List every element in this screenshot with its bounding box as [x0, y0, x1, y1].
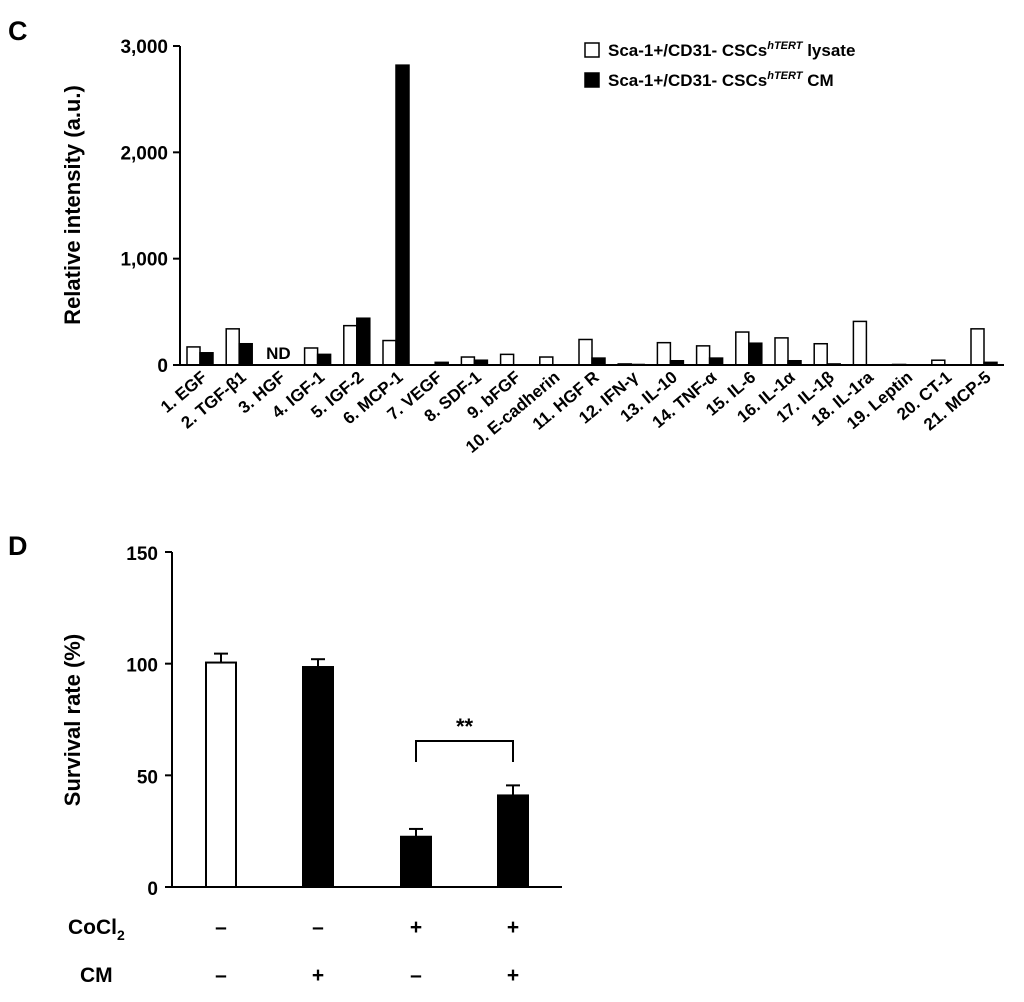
legend-label-lysate: Sca-1+/CD31- CSCshTERT lysate: [608, 40, 855, 60]
panel-d-bars: [205, 652, 529, 889]
panel-c-ytick-label: 3,000: [120, 37, 168, 58]
panel-c-bars: [186, 64, 998, 366]
bar-cm: [199, 352, 214, 366]
bar-cm: [238, 342, 253, 366]
condition-mark: +: [507, 964, 519, 987]
condition-mark: +: [312, 964, 324, 987]
panel-d-y-ticks: 150 100 50 0: [126, 544, 172, 900]
panel-c-legend: Sca-1+/CD31- CSCshTERT lysate Sca-1+/CD3…: [584, 40, 855, 90]
panel-c-ytick-label: 2,000: [120, 143, 168, 164]
bar-lysate: [343, 324, 358, 366]
survival-bar: [400, 835, 432, 888]
panel-d-ytick-label: 0: [147, 879, 158, 900]
bar-lysate: [852, 320, 868, 366]
bar-lysate: [499, 353, 515, 366]
bar-lysate: [970, 328, 985, 366]
survival-bar: [497, 794, 529, 889]
bar-lysate: [695, 345, 711, 366]
bar-cm: [748, 342, 763, 366]
bar-lysate: [656, 341, 672, 366]
panel-d: D Survival rate (%) 150 100 50 0 ** CoCl2 C…: [8, 531, 562, 987]
legend-label-cm: Sca-1+/CD31- CSCshTERT CM: [608, 70, 834, 90]
bar-lysate: [460, 356, 476, 366]
bar-lysate: [774, 337, 789, 366]
panel-d-ytick-label: 100: [126, 656, 158, 677]
panel-d-label: D: [8, 531, 28, 561]
bar-lysate: [382, 339, 397, 366]
panel-c-ytick-label: 0: [157, 356, 168, 377]
condition-label-cm: CM: [80, 964, 113, 987]
panel-d-ytick-label: 50: [137, 767, 158, 788]
panel-c-ytick-label: 1,000: [120, 250, 168, 271]
condition-mark: +: [410, 916, 422, 939]
panel-d-ytick-label: 150: [126, 544, 158, 565]
bar-lysate: [186, 346, 201, 366]
panel-c-y-ticks: 3,000 2,000 1,000 0: [120, 37, 180, 377]
condition-mark: –: [215, 964, 227, 987]
condition-mark: –: [215, 916, 227, 939]
bar-lysate: [578, 338, 593, 366]
bar-cm: [316, 353, 332, 366]
panel-c: C Relative intensity (a.u.) 3,000 2,000 1,…: [8, 16, 1004, 457]
bar-cm: [708, 357, 724, 366]
bar-lysate: [303, 347, 319, 366]
nd-annotation: ND: [266, 344, 291, 363]
legend-swatch-lysate: [584, 42, 600, 58]
panel-c-ylabel: Relative intensity (a.u.): [60, 85, 85, 325]
legend-swatch-cm: [584, 72, 600, 88]
bracket-line: [415, 740, 514, 762]
condition-mark: –: [410, 964, 422, 987]
bar-lysate: [539, 356, 554, 366]
condition-marks: – – + + – + – +: [215, 916, 519, 987]
panel-c-label: C: [8, 16, 28, 46]
bar-lysate: [225, 328, 240, 366]
panel-d-ylabel: Survival rate (%): [60, 634, 85, 806]
bar-cm: [591, 357, 606, 366]
significance-stars: **: [456, 714, 474, 739]
condition-mark: –: [312, 916, 324, 939]
bar-cm: [356, 317, 371, 366]
bar-lysate: [735, 331, 750, 366]
survival-bar: [302, 666, 334, 888]
significance-bracket: **: [415, 714, 514, 762]
condition-mark: +: [507, 916, 519, 939]
survival-bar: [205, 661, 237, 888]
bar-cm: [395, 64, 410, 366]
bar-lysate: [813, 342, 828, 366]
condition-label-cocl2: CoCl2: [68, 916, 125, 943]
